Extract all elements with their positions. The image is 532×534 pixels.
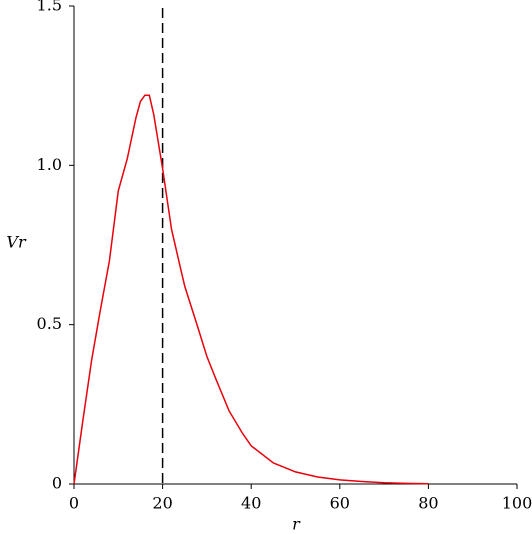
- x-axis-label: r: [292, 515, 301, 534]
- y-axis-label: Vr: [6, 233, 27, 252]
- y-tick-label: 0.5: [37, 314, 62, 333]
- x-tick-label: 40: [241, 494, 261, 513]
- line-series: [73, 94, 429, 485]
- y-tick-label: 1.5: [37, 0, 62, 15]
- y-tick-label: 0: [52, 474, 62, 493]
- x-tick-label: 80: [418, 494, 438, 513]
- x-tick-label: 0: [69, 494, 79, 513]
- y-tick-label: 1.0: [37, 155, 62, 174]
- x-tick-label: 20: [152, 494, 172, 513]
- x-tick-label: 60: [330, 494, 350, 513]
- x-tick-label: 100: [502, 494, 532, 513]
